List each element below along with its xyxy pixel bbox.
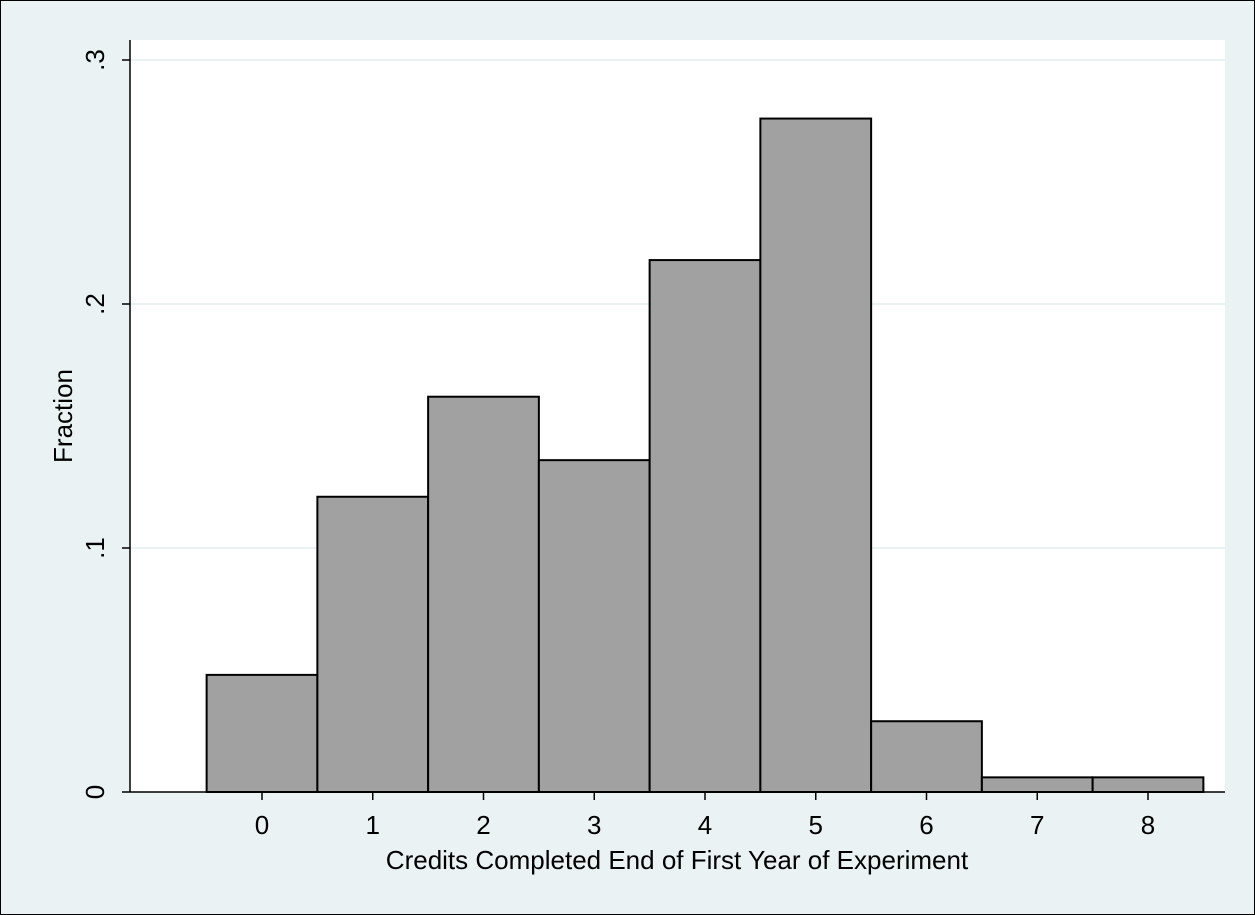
bar-8 — [1091, 776, 1205, 793]
y-axis-label: Fraction — [48, 369, 78, 463]
bar-0 — [205, 673, 319, 794]
bar-1 — [316, 495, 430, 793]
bar-2 — [427, 395, 540, 793]
x-tick-label-4: 4 — [698, 810, 712, 840]
y-tick-label-0: 0 — [80, 785, 110, 799]
x-tick-label-1: 1 — [366, 810, 380, 840]
x-tick-label-6: 6 — [919, 810, 933, 840]
x-ticks: 0 1 2 3 4 5 6 7 8 — [255, 792, 1155, 840]
x-tick-label-0: 0 — [255, 810, 269, 840]
x-tick-label-5: 5 — [809, 810, 823, 840]
x-axis-label: Credits Completed End of First Year of E… — [386, 845, 969, 875]
bar-3 — [537, 459, 651, 793]
x-tick-label-2: 2 — [476, 810, 490, 840]
bar-6 — [870, 720, 983, 793]
y-tick-label-2: .2 — [80, 293, 110, 315]
bar-5 — [759, 117, 873, 793]
bar-7 — [980, 776, 1094, 793]
bars — [205, 117, 1205, 794]
y-ticks: 0 .1 .2 .3 — [80, 49, 130, 799]
x-tick-label-3: 3 — [587, 810, 601, 840]
x-tick-label-7: 7 — [1030, 810, 1044, 840]
x-tick-label-8: 8 — [1141, 810, 1155, 840]
bar-4 — [648, 259, 762, 793]
y-tick-label-1: .1 — [80, 537, 110, 559]
y-tick-label-3: .3 — [80, 49, 110, 71]
